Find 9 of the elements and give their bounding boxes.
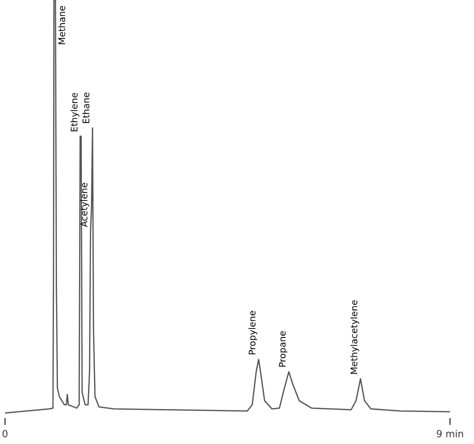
x-tick-label: 0 xyxy=(2,430,8,438)
x-tick-label: 9 min xyxy=(436,430,463,438)
annotation: Propane xyxy=(278,331,288,367)
annotation: Ethane xyxy=(82,92,90,123)
annotation: Propylene xyxy=(248,310,258,354)
annotation: Methane xyxy=(58,6,66,44)
annotation: Acetylene xyxy=(80,182,90,228)
annotation: Ethylene xyxy=(70,92,80,132)
annotation: Methylacetylene xyxy=(350,300,360,374)
